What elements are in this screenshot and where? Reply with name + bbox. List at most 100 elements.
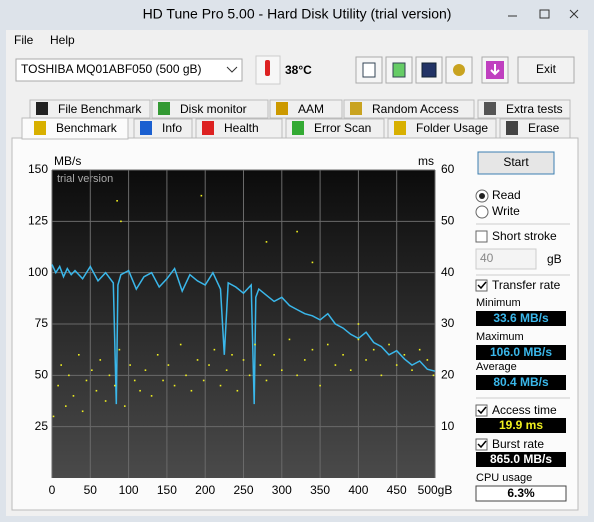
access-point bbox=[231, 354, 233, 356]
value-box bbox=[476, 375, 566, 390]
tab[interactable] bbox=[477, 99, 571, 119]
tab-icon bbox=[36, 102, 48, 115]
average-label: Average bbox=[476, 361, 517, 373]
access-point bbox=[395, 364, 398, 366]
tab-icon bbox=[484, 102, 496, 115]
access-point bbox=[426, 359, 429, 361]
tab-label: Folder Usage bbox=[416, 121, 488, 135]
access-point bbox=[185, 374, 187, 377]
tab[interactable] bbox=[151, 99, 269, 119]
minimum-label: Minimum bbox=[476, 297, 521, 309]
access-point bbox=[167, 364, 170, 366]
access-point bbox=[265, 379, 268, 382]
maximum-label: Maximum bbox=[476, 331, 524, 343]
tab-label: Benchmark bbox=[56, 121, 118, 135]
drive-select[interactable] bbox=[15, 58, 243, 82]
access-point bbox=[72, 395, 75, 397]
x-tick-label: 350 bbox=[310, 483, 330, 497]
start-button[interactable] bbox=[477, 151, 555, 175]
access-point bbox=[319, 384, 321, 387]
access-label: Access time bbox=[492, 403, 557, 417]
tab-label: AAM bbox=[298, 102, 324, 116]
access-point bbox=[200, 194, 203, 197]
window-controls[interactable] bbox=[508, 9, 579, 19]
access-point bbox=[196, 359, 199, 361]
access-point bbox=[372, 348, 375, 351]
access-point bbox=[288, 338, 291, 341]
access-point bbox=[326, 343, 329, 346]
checkbox-burst[interactable] bbox=[475, 438, 488, 451]
menu-item[interactable]: File bbox=[14, 33, 34, 47]
access-point bbox=[78, 354, 80, 356]
tab-label: Extra tests bbox=[506, 102, 563, 116]
access-point bbox=[150, 395, 153, 397]
access-point bbox=[190, 389, 193, 392]
checkbox-transfer[interactable] bbox=[475, 279, 488, 292]
tab-icon bbox=[350, 102, 362, 115]
access-point bbox=[281, 369, 283, 371]
tab-icon bbox=[292, 121, 304, 135]
checkbox-short-stroke[interactable] bbox=[475, 230, 488, 243]
tab-icon bbox=[276, 102, 288, 115]
tab-icon bbox=[202, 121, 214, 135]
access-point bbox=[99, 359, 102, 361]
tab-label: Health bbox=[224, 121, 259, 135]
value-box bbox=[476, 311, 566, 326]
checkbox-access[interactable] bbox=[475, 404, 488, 417]
y2-axis-label: ms bbox=[418, 154, 434, 168]
start-label: Start bbox=[503, 155, 529, 169]
tab-label: Random Access bbox=[372, 102, 459, 116]
access-point bbox=[139, 389, 141, 392]
access-point bbox=[108, 374, 111, 377]
tab[interactable] bbox=[343, 99, 475, 119]
access-point bbox=[380, 374, 383, 377]
toolbar-buttons[interactable] bbox=[355, 56, 509, 84]
access-point bbox=[334, 364, 337, 366]
exit-button[interactable] bbox=[517, 56, 575, 84]
x-tick-label: 500gB bbox=[418, 483, 453, 497]
dropdown-arrow bbox=[226, 66, 238, 73]
access-point bbox=[208, 364, 210, 366]
access-point bbox=[213, 348, 216, 351]
tab-icon bbox=[140, 121, 152, 135]
stroke-size: 40 bbox=[480, 251, 494, 265]
maximum-value: 106.0 MB/s bbox=[490, 345, 552, 359]
y2-tick-label: 40 bbox=[441, 265, 455, 279]
average-value: 80.4 MB/s bbox=[493, 375, 549, 389]
menu-item[interactable]: Help bbox=[50, 33, 75, 47]
cpu-label: CPU usage bbox=[476, 472, 532, 484]
y-tick-label: 50 bbox=[35, 368, 49, 382]
access-point bbox=[388, 343, 390, 346]
access-point bbox=[173, 384, 176, 387]
thermometer bbox=[265, 60, 270, 76]
access-point bbox=[357, 323, 360, 325]
y2-tick-label: 20 bbox=[441, 368, 455, 382]
access-point bbox=[365, 359, 367, 361]
access-point bbox=[120, 220, 122, 223]
access-point bbox=[265, 241, 268, 243]
access-point bbox=[123, 405, 126, 407]
tab-label: Error Scan bbox=[314, 121, 371, 135]
y-axis-label: MB/s bbox=[54, 154, 81, 168]
access-point bbox=[64, 405, 67, 407]
tab-icon bbox=[158, 102, 170, 115]
access-point bbox=[60, 364, 62, 366]
drive-name: TOSHIBA MQ01ABF050 (500 gB) bbox=[21, 62, 202, 76]
access-point bbox=[162, 379, 164, 382]
radio-write[interactable] bbox=[475, 205, 489, 219]
access-point bbox=[403, 354, 406, 356]
access-point bbox=[202, 379, 205, 382]
access-point bbox=[95, 389, 98, 392]
y2-tick-label: 60 bbox=[441, 162, 455, 176]
burst-value: 865.0 MB/s bbox=[490, 452, 552, 466]
active-tab[interactable] bbox=[21, 117, 129, 140]
stroke-spin[interactable] bbox=[475, 248, 537, 270]
x-tick-label: 50 bbox=[84, 483, 98, 497]
x-tick-label: 200 bbox=[195, 483, 215, 497]
tab-icon bbox=[394, 121, 406, 135]
watermark: trial version bbox=[57, 173, 113, 185]
read-label: Read bbox=[492, 188, 521, 202]
value-box bbox=[475, 485, 567, 502]
access-point bbox=[81, 410, 84, 413]
